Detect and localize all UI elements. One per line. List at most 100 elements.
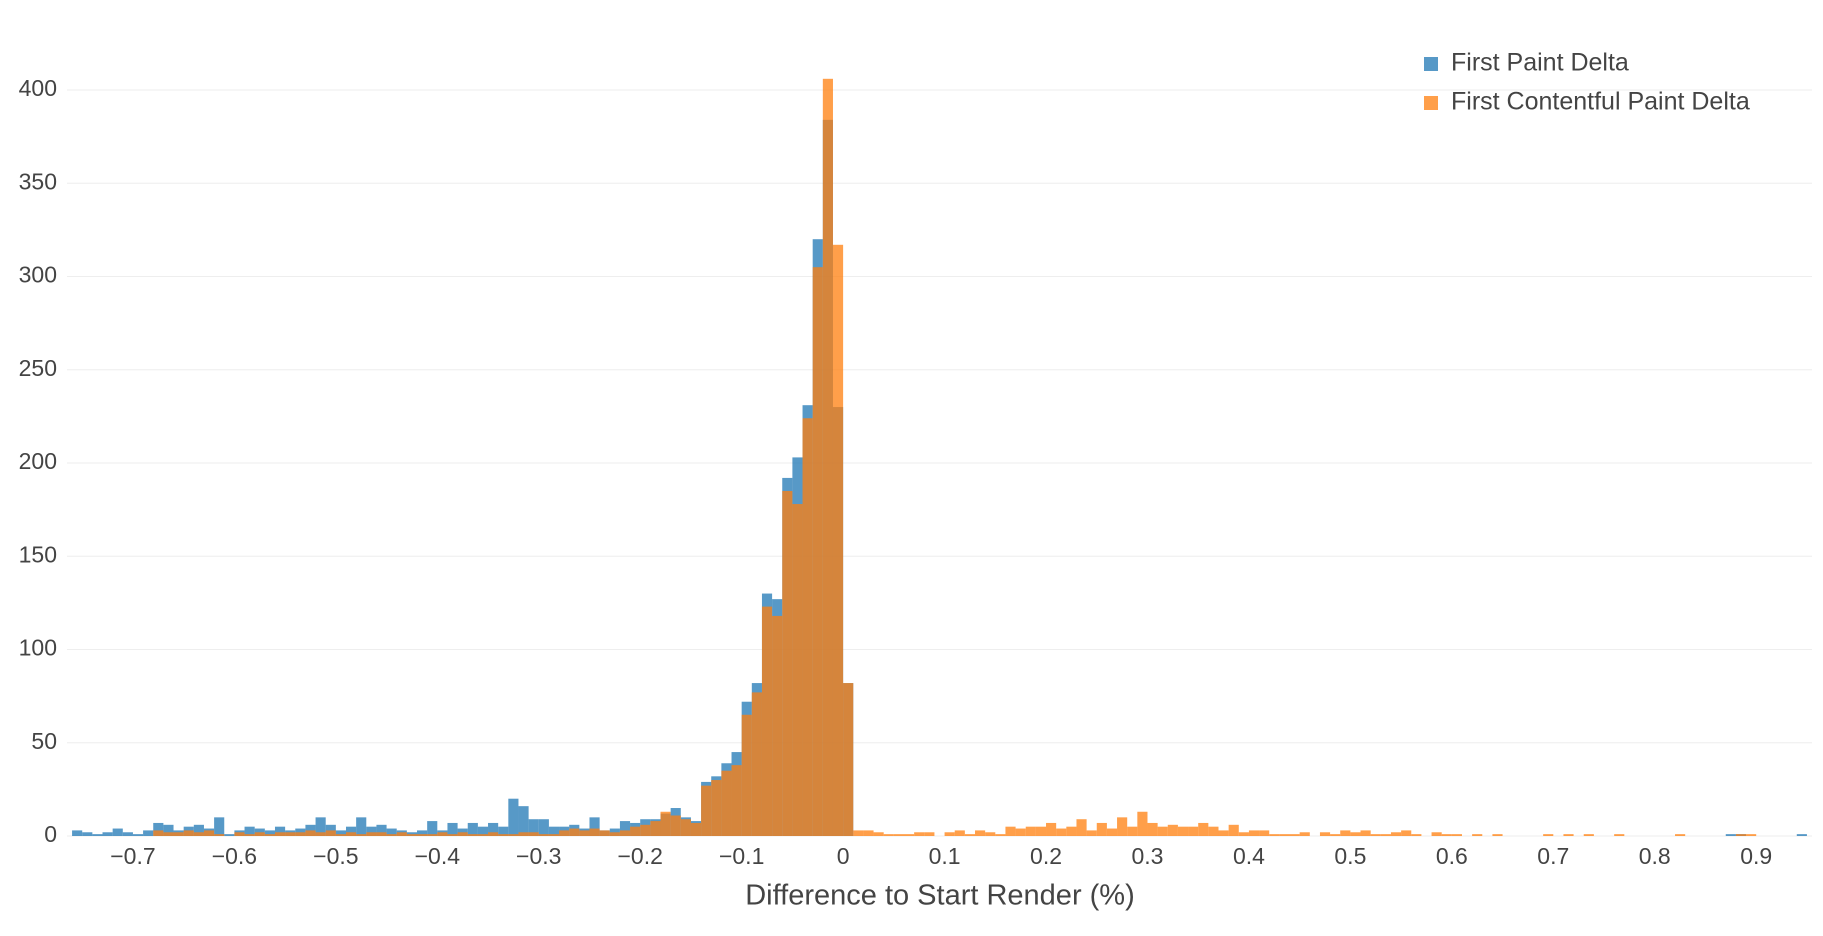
bar [1188,826,1199,836]
bar [305,830,316,836]
bar [863,830,874,836]
bar [701,785,712,836]
bar [751,692,762,836]
x-axis-title: Difference to Start Render (%) [745,880,1135,912]
bar [153,830,164,836]
bar [1046,822,1057,836]
bar [853,830,864,836]
bar [812,267,823,836]
bar [690,822,702,836]
bar [82,832,93,836]
bar [1127,826,1138,836]
bar [1330,834,1341,836]
bar [264,830,275,836]
bar [1370,834,1381,836]
bar [721,770,732,836]
bar [731,765,742,836]
bar [843,683,854,836]
bar [538,819,549,836]
bar [1746,834,1757,836]
bar [386,834,397,836]
x-tick-label: −0.5 [313,843,358,869]
bar [589,828,600,836]
x-tick-label: 0.3 [1131,843,1163,869]
y-tick-label: 300 [19,262,57,288]
bar [772,615,783,836]
bar [1675,834,1686,836]
x-tick-label: 0.5 [1334,843,1366,869]
bar [356,817,367,836]
bar [335,834,346,836]
bar [1289,834,1300,836]
x-tick-label: −0.6 [212,843,257,869]
bar [163,824,174,836]
bar [193,832,204,836]
bar [1259,830,1270,836]
bar [406,834,418,836]
bar [893,834,904,836]
bar [1431,832,1442,836]
x-tick-label: −0.4 [415,843,461,869]
bar [1441,834,1452,836]
bar [345,826,357,836]
bar [518,806,529,836]
bar [508,798,519,836]
bar [1208,826,1219,836]
bar [1147,822,1158,836]
bar [1056,828,1067,836]
x-tick-label: 0.1 [929,843,961,869]
bar [1106,828,1118,836]
bar [274,826,286,836]
bar [366,832,377,836]
bar [1269,834,1280,836]
bar [1543,834,1554,836]
bar [295,832,306,836]
bar [741,714,752,836]
x-tick-label: 0.7 [1537,843,1569,869]
bar [670,815,681,836]
bar [396,832,407,836]
bar [447,834,458,836]
bar [548,826,560,836]
legend-label: First Contentful Paint Delta [1451,88,1750,116]
bar [873,832,884,836]
bar [1735,834,1747,836]
bar [761,606,773,836]
bar [1066,826,1077,836]
bar [1137,811,1148,836]
bar [924,832,935,836]
bar [528,819,539,836]
bar [112,828,123,836]
bar [427,821,438,836]
bar [1583,834,1594,836]
bar [92,834,103,836]
bar [1005,826,1016,836]
bar [386,828,397,836]
bar [802,418,813,836]
bar [224,834,235,836]
x-tick-label: 0 [837,843,850,869]
bar [1076,819,1087,836]
bar [274,832,286,836]
bar [954,830,965,836]
bar [630,826,641,836]
bar [1380,834,1391,836]
bar [1472,834,1483,836]
bar [244,826,255,836]
bar [619,830,631,836]
bar [944,832,955,836]
legend-marker [1424,96,1438,110]
bar [163,832,174,836]
bar [183,830,194,836]
bar [1563,834,1574,836]
bar [1279,834,1290,836]
bar [518,832,529,836]
bar [467,834,478,836]
bar [214,817,225,836]
y-tick-label: 200 [19,448,57,474]
x-tick-label: −0.3 [516,843,561,869]
bar [1228,824,1239,836]
bar [477,834,489,836]
bar [214,834,225,836]
